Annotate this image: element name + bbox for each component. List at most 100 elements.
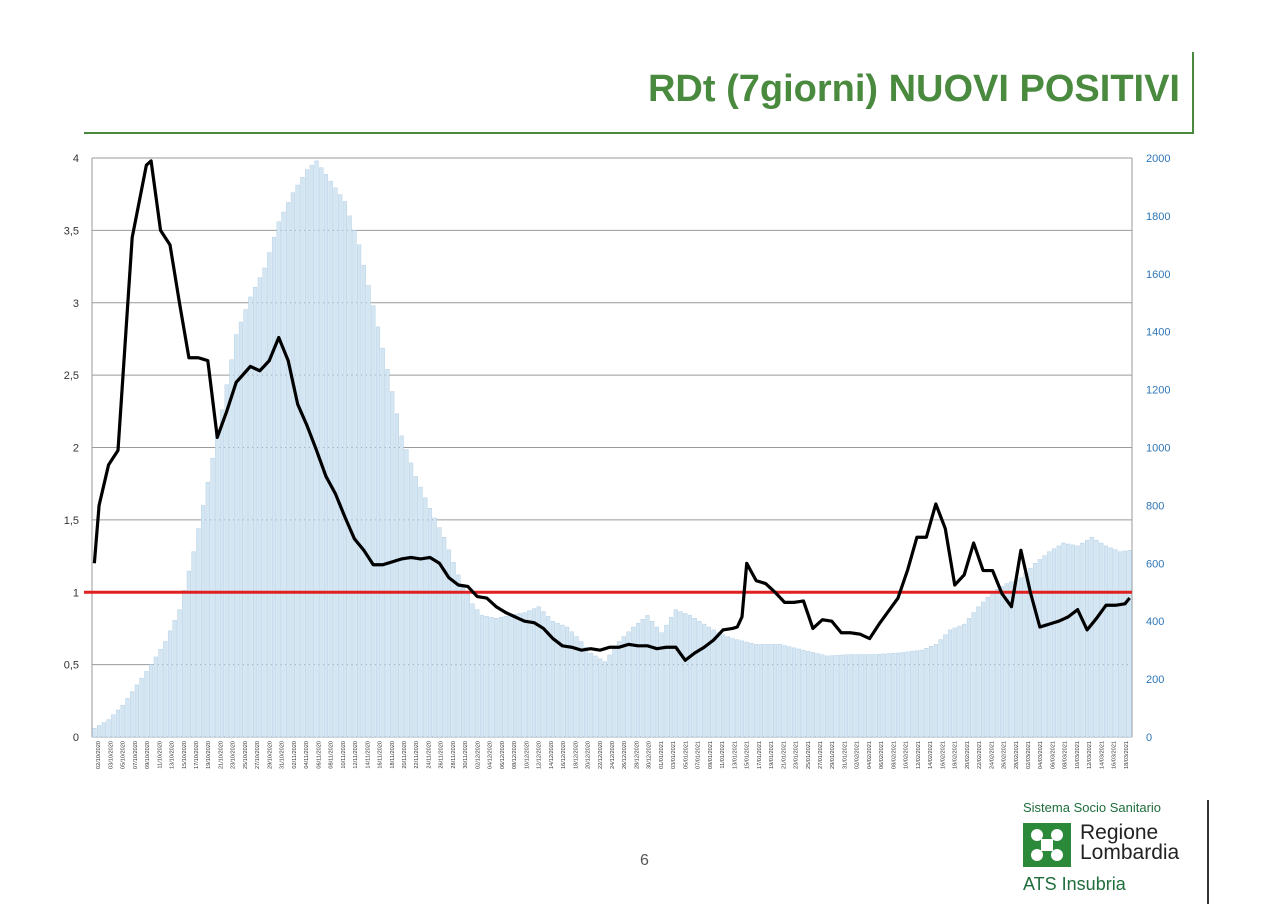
logo-name-line2: Lombardia	[1080, 841, 1180, 864]
x-tick-label: 31/01/2021	[842, 741, 848, 769]
bar	[413, 476, 418, 738]
bar	[219, 409, 225, 738]
rdt-chart: 0 0,5 1 1,5 2 2,5 3 3,5 4 0 200 400 600 800 1000 1200 1…	[64, 153, 1171, 769]
bar	[1070, 544, 1075, 738]
bar	[149, 664, 154, 738]
bar	[432, 517, 437, 738]
bar	[848, 654, 853, 738]
x-tick-label: 08/03/2021	[1063, 741, 1069, 769]
x-tick-label: 27/10/2020	[255, 741, 261, 769]
bar	[1023, 572, 1028, 738]
x-tick-label: 14/02/2021	[928, 741, 934, 769]
bar	[919, 649, 924, 738]
bar	[517, 613, 522, 738]
bar	[929, 646, 934, 738]
x-tick-label: 06/12/2020	[500, 741, 506, 769]
bar	[796, 648, 801, 738]
bar	[342, 201, 347, 738]
bar	[130, 691, 135, 738]
x-tick-label: 28/02/2021	[1014, 741, 1020, 769]
bar	[522, 612, 527, 738]
right-tick-label: 800	[1146, 500, 1164, 512]
right-tick-label: 1800	[1146, 211, 1170, 223]
bar	[191, 551, 196, 738]
bar	[773, 644, 778, 738]
bar	[352, 230, 357, 738]
title-divider	[84, 132, 1192, 134]
bar	[635, 622, 641, 738]
bar	[1009, 581, 1014, 738]
bar	[777, 644, 782, 738]
bar	[607, 654, 612, 738]
left-tick-label: 3,5	[64, 225, 79, 237]
bar	[446, 549, 451, 738]
x-tick-label: 19/01/2021	[769, 741, 775, 769]
x-tick-label: 23/01/2021	[794, 741, 800, 769]
x-tick-label: 10/02/2021	[904, 741, 910, 769]
bar	[300, 177, 305, 738]
bar	[574, 636, 579, 738]
bar	[470, 603, 475, 738]
bar	[1094, 539, 1099, 738]
bar	[952, 627, 957, 738]
bar	[716, 632, 721, 738]
x-tick-label: 04/03/2021	[1038, 741, 1044, 769]
bar	[872, 654, 877, 738]
bar	[229, 359, 234, 738]
x-tick-label: 30/11/2020	[463, 741, 469, 769]
bar	[163, 641, 168, 738]
right-tick-label: 400	[1146, 616, 1164, 628]
bar	[593, 655, 598, 738]
bar	[787, 646, 792, 738]
right-tick-label: 0	[1146, 732, 1152, 744]
x-tick-label: 18/02/2021	[953, 741, 959, 769]
bar	[385, 369, 390, 738]
bar	[867, 654, 872, 738]
bar	[900, 652, 905, 738]
bar	[602, 661, 607, 738]
bar	[1085, 539, 1090, 738]
bar	[380, 347, 385, 738]
bar	[423, 497, 428, 738]
x-tick-label: 08/12/2020	[512, 741, 518, 769]
rdt-line-series	[92, 159, 1131, 662]
x-tick-label: 25/01/2021	[806, 741, 812, 769]
bar	[1113, 549, 1118, 738]
right-tick-label: 600	[1146, 558, 1164, 570]
bar	[721, 634, 726, 738]
x-tick-label: 18/11/2020	[390, 741, 396, 769]
bar	[215, 433, 220, 738]
bar	[182, 590, 187, 738]
x-tick-label: 26/12/2020	[622, 741, 628, 769]
bar	[257, 277, 262, 738]
bar	[1080, 542, 1085, 738]
bar	[427, 508, 433, 738]
x-tick-label: 13/01/2021	[732, 741, 738, 769]
bar	[1066, 543, 1071, 738]
bar	[111, 714, 116, 738]
bar	[92, 728, 97, 738]
x-tick-label: 03/01/2021	[671, 741, 677, 769]
x-tick-label: 07/01/2021	[696, 741, 702, 769]
bar	[739, 640, 745, 738]
bar	[933, 644, 938, 738]
bar	[1089, 537, 1094, 738]
bar	[484, 616, 489, 738]
bar	[763, 644, 768, 738]
bar	[976, 606, 981, 738]
right-tick-label: 2000	[1146, 153, 1170, 165]
x-tick-label: 18/03/2021	[1124, 741, 1130, 769]
left-tick-label: 4	[73, 153, 79, 165]
bar	[579, 641, 584, 738]
bar	[262, 267, 267, 738]
x-tick-label: 16/12/2020	[561, 741, 567, 769]
x-tick-label: 20/11/2020	[402, 741, 408, 769]
bar	[749, 643, 754, 738]
bar	[947, 629, 953, 738]
left-tick-label: 0,5	[64, 660, 79, 672]
bar	[550, 621, 555, 738]
x-tick-label: 14/11/2020	[365, 741, 371, 769]
bar	[139, 677, 144, 738]
right-tick-label: 200	[1146, 674, 1164, 686]
bar	[1127, 550, 1132, 738]
